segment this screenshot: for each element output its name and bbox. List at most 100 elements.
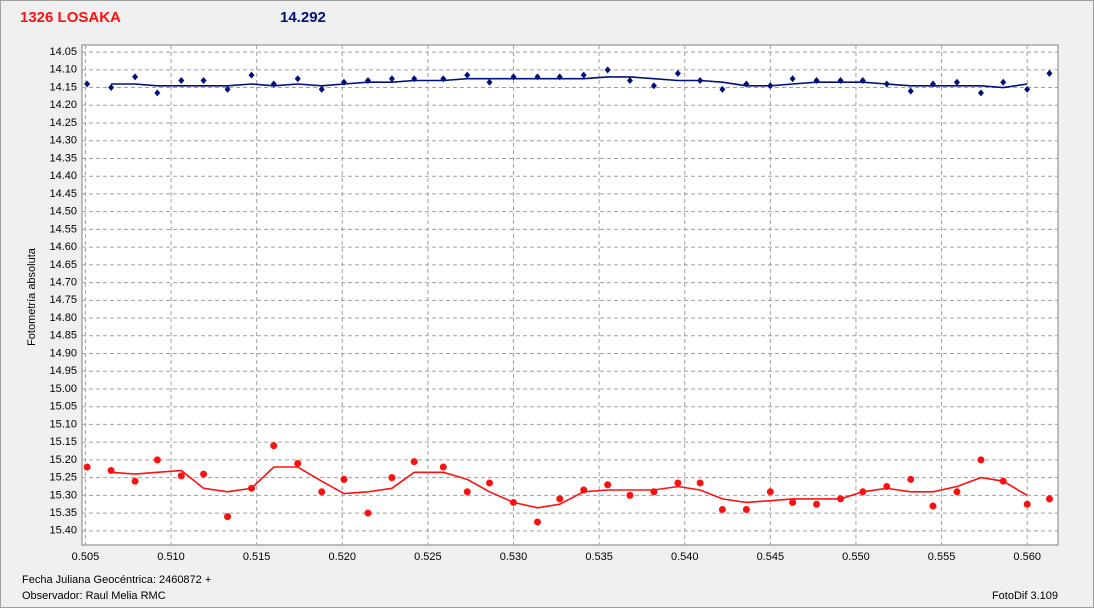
data-point (318, 488, 326, 496)
y-tick-label: 14.30 (49, 135, 77, 147)
data-point (486, 479, 494, 487)
y-tick-label: 15.05 (49, 401, 77, 413)
y-tick-label: 14.90 (49, 347, 77, 359)
data-point (1045, 495, 1053, 503)
data-point (718, 506, 726, 514)
y-axis-title: Fotometría absoluta (26, 247, 38, 346)
y-tick-label: 15.35 (49, 507, 77, 519)
y-tick-label: 14.20 (49, 99, 77, 111)
trend-line (111, 466, 1028, 509)
plot-area (81, 44, 1059, 546)
data-point (464, 71, 471, 79)
data-point (439, 463, 447, 471)
y-tick-label: 14.05 (49, 46, 77, 58)
y-tick-label: 14.75 (49, 294, 77, 306)
data-point (154, 89, 161, 97)
x-tick-label: 0.515 (243, 551, 271, 563)
data-point (742, 506, 750, 514)
data-point (580, 71, 587, 79)
x-tick-label: 0.535 (585, 551, 613, 563)
data-point (626, 76, 633, 84)
data-point (224, 513, 232, 521)
x-tick-label: 0.525 (414, 551, 442, 563)
y-tick-label: 15.20 (49, 454, 77, 466)
y-tick-label: 14.70 (49, 276, 77, 288)
x-tick-label: 0.505 (72, 551, 100, 563)
data-point (674, 479, 682, 487)
data-point (463, 488, 471, 496)
data-point (789, 498, 797, 506)
x-tick-label: 0.550 (842, 551, 870, 563)
data-point (696, 479, 704, 487)
data-point (248, 71, 255, 79)
y-tick-label: 15.25 (49, 472, 77, 484)
x-tick-label: 0.510 (157, 551, 185, 563)
data-point (153, 456, 161, 464)
data-point (388, 75, 395, 83)
y-tick-label: 14.95 (49, 365, 77, 377)
data-point (1023, 500, 1031, 508)
y-tick-label: 14.65 (49, 259, 77, 271)
data-point (719, 85, 726, 93)
data-point (364, 509, 372, 517)
y-tick-label: 14.50 (49, 206, 77, 218)
footer-note: Fecha Juliana Geocéntrica: 2460872 + (22, 574, 211, 586)
x-tick-label: 0.520 (329, 551, 357, 563)
data-point (318, 85, 325, 93)
data-point (486, 78, 493, 86)
y-tick-label: 14.85 (49, 330, 77, 342)
y-tick-label: 15.10 (49, 418, 77, 430)
x-tick-label: 0.530 (500, 551, 528, 563)
y-tick-label: 15.30 (49, 489, 77, 501)
data-point (977, 89, 984, 97)
x-tick-label: 0.555 (928, 551, 956, 563)
data-point (294, 75, 301, 83)
data-point (604, 66, 611, 74)
data-point (604, 481, 612, 489)
data-point (84, 80, 91, 88)
data-point (953, 78, 960, 86)
y-tick-label: 15.00 (49, 383, 77, 395)
data-point (626, 491, 634, 499)
y-tick-label: 14.35 (49, 152, 77, 164)
data-point (674, 69, 681, 77)
data-point (200, 470, 208, 478)
data-point (929, 502, 937, 510)
data-point (132, 73, 139, 81)
data-point (907, 87, 914, 95)
data-point (340, 475, 348, 483)
footer-note: Observador: Raul Melia RMC (22, 590, 166, 602)
y-tick-label: 15.15 (49, 436, 77, 448)
data-point (200, 76, 207, 84)
trend-line (111, 76, 1028, 89)
y-tick-label: 14.45 (49, 188, 77, 200)
x-tick-label: 0.560 (1013, 551, 1041, 563)
data-point (789, 75, 796, 83)
x-tick-label: 0.540 (671, 551, 699, 563)
footer-note: FotoDif 3.109 (992, 590, 1058, 602)
data-point (388, 474, 396, 482)
y-tick-label: 14.55 (49, 223, 77, 235)
data-point (294, 459, 302, 467)
y-tick-label: 15.40 (49, 525, 77, 537)
chart-title: 1326 LOSAKA (20, 9, 121, 26)
data-point (533, 518, 541, 526)
y-tick-label: 14.80 (49, 312, 77, 324)
data-point (177, 472, 185, 480)
data-point (977, 456, 985, 464)
data-point (83, 463, 91, 471)
data-point (178, 76, 185, 84)
data-point (813, 500, 821, 508)
data-point (907, 475, 915, 483)
data-point (556, 495, 564, 503)
y-tick-label: 14.25 (49, 117, 77, 129)
data-point (108, 84, 115, 92)
data-point (1046, 69, 1053, 77)
x-tick-label: 0.545 (757, 551, 785, 563)
data-point (766, 488, 774, 496)
data-point (410, 458, 418, 466)
y-tick-label: 14.10 (49, 64, 77, 76)
data-point (953, 488, 961, 496)
chart-subtitle: 14.292 (280, 9, 326, 26)
